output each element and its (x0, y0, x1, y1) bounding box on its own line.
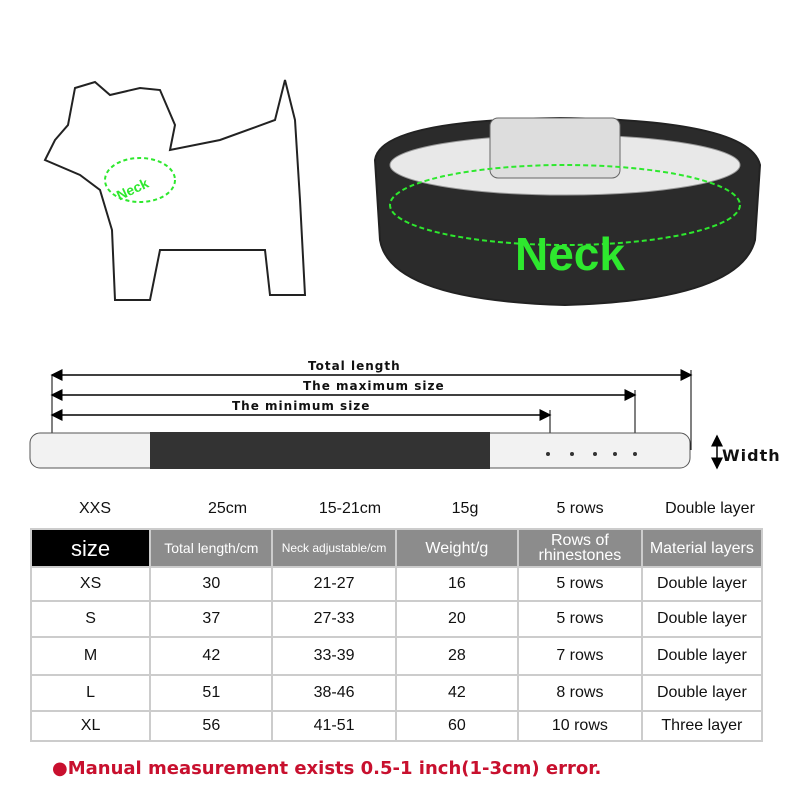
dog-silhouette (43, 79, 307, 301)
minimum-size-label: The minimum size (232, 399, 371, 413)
product-illustration: Neck Neck (43, 79, 762, 307)
header-weight: Weight/g (394, 528, 520, 568)
header-neck: Neck adjustable/cm (271, 528, 397, 568)
measurement-footnote: ●Manual measurement exists 0.5-1 inch(1-… (52, 758, 602, 779)
cell: 27-33 (271, 600, 397, 638)
cell: Double layer (640, 600, 764, 638)
size-table: size Total length/cm Neck adjustable/cm … (29, 528, 764, 742)
cell: L (29, 674, 152, 712)
xxs-layers: Double layer (665, 500, 755, 517)
cell: 33-39 (271, 636, 397, 676)
cell: 42 (149, 636, 274, 676)
table-row: XS 30 21-27 16 5 rows Double layer (29, 566, 764, 602)
cell: 20 (394, 600, 520, 638)
cell: 10 rows (517, 710, 643, 742)
cell: 37 (149, 600, 274, 638)
cell: 42 (394, 674, 520, 712)
cell: 30 (149, 566, 274, 602)
cell: 56 (149, 710, 274, 742)
table-row: S 37 27-33 20 5 rows Double layer (29, 600, 764, 638)
cell: Double layer (640, 636, 764, 676)
cell: XL (29, 710, 152, 742)
cell: Double layer (640, 674, 764, 712)
xxs-length: 25cm (207, 500, 248, 517)
xxs-size: XXS (78, 500, 111, 517)
cell: XS (29, 566, 152, 602)
collar-buckle (489, 117, 621, 179)
table-row: XL 56 41-51 60 10 rows Three layer (29, 710, 764, 742)
cell: Three layer (640, 710, 764, 742)
width-label: Width (722, 446, 781, 465)
xxs-rows: 5 rows (556, 500, 604, 517)
cell: M (29, 636, 152, 676)
rhinestone-band (150, 432, 490, 469)
dog-neck-marker (104, 157, 176, 203)
cell: S (29, 600, 152, 638)
cell: 8 rows (517, 674, 643, 712)
cell: 38-46 (271, 674, 397, 712)
maximum-size-label: The maximum size (303, 379, 445, 393)
cell: 51 (149, 674, 274, 712)
table-header: size Total length/cm Neck adjustable/cm … (29, 528, 764, 568)
cell: 16 (394, 566, 520, 602)
xxs-neck: 15-21cm (318, 500, 382, 517)
cell: 21-27 (271, 566, 397, 602)
table-row: M 42 33-39 28 7 rows Double layer (29, 636, 764, 676)
header-size: size (29, 528, 152, 568)
cell: 7 rows (517, 636, 643, 676)
xxs-weight: 15g (451, 500, 479, 517)
collar-neck-label: Neck (515, 228, 625, 280)
header-length: Total length/cm (149, 528, 274, 568)
cell: Double layer (640, 566, 764, 602)
cell: 41-51 (271, 710, 397, 742)
cell: 5 rows (517, 600, 643, 638)
header-rhinestones: Rows of rhinestones (517, 528, 643, 568)
measurement-diagram (29, 369, 723, 470)
table-row: L 51 38-46 42 8 rows Double layer (29, 674, 764, 712)
total-length-label: Total length (308, 359, 401, 373)
header-layers: Material layers (640, 528, 764, 568)
cell: 28 (394, 636, 520, 676)
cell: 5 rows (517, 566, 643, 602)
cell: 60 (394, 710, 520, 742)
